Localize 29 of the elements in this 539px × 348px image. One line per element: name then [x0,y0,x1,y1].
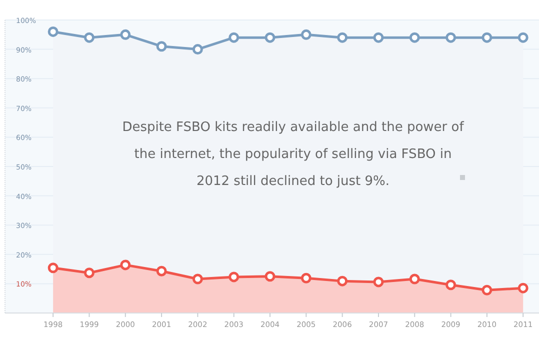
point [228,272,240,282]
point [84,32,94,43]
point [409,274,420,284]
point [48,262,58,274]
point [156,41,167,52]
point [156,266,167,276]
point [482,32,492,43]
point [120,260,131,270]
point [337,32,348,43]
point [300,272,312,284]
point [337,276,348,286]
point [446,32,456,43]
point [373,32,384,43]
point [192,274,203,284]
point [48,26,58,37]
point [120,29,131,40]
point [482,284,492,296]
point [228,32,240,43]
point [518,32,528,43]
point [446,280,456,290]
point [264,32,276,43]
point [84,268,94,278]
annotation: Despite FSBO kits readily available and the power of the internet, the popularity of selling via FSBO in 2012 still declined to just 9%. [122,120,464,189]
point [518,282,528,294]
point [300,29,312,40]
point [264,271,276,282]
point [373,276,384,288]
point [192,44,203,55]
point [409,32,420,43]
